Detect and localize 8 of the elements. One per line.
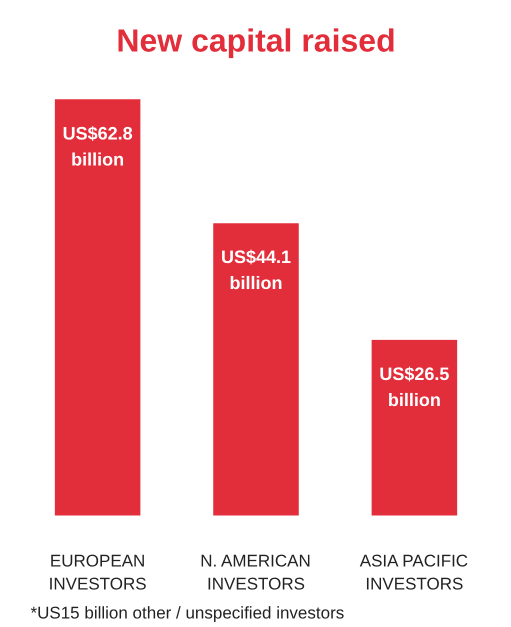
x-tick-label: ASIA PACIFIC INVESTORS xyxy=(360,552,468,594)
data-label: US$44.1 billion xyxy=(220,247,292,294)
x-tick-label: N. AMERICAN INVESTORS xyxy=(200,552,311,594)
text: *US15 billion other / unspecified investors xyxy=(30,604,344,622)
data-label: US$26.5 billion xyxy=(379,364,450,410)
chart-title: New capital raised xyxy=(116,22,396,58)
x-tick-label: EUROPEAN INVESTORS xyxy=(48,552,147,594)
data-label: US$62.8 billion xyxy=(62,123,133,170)
